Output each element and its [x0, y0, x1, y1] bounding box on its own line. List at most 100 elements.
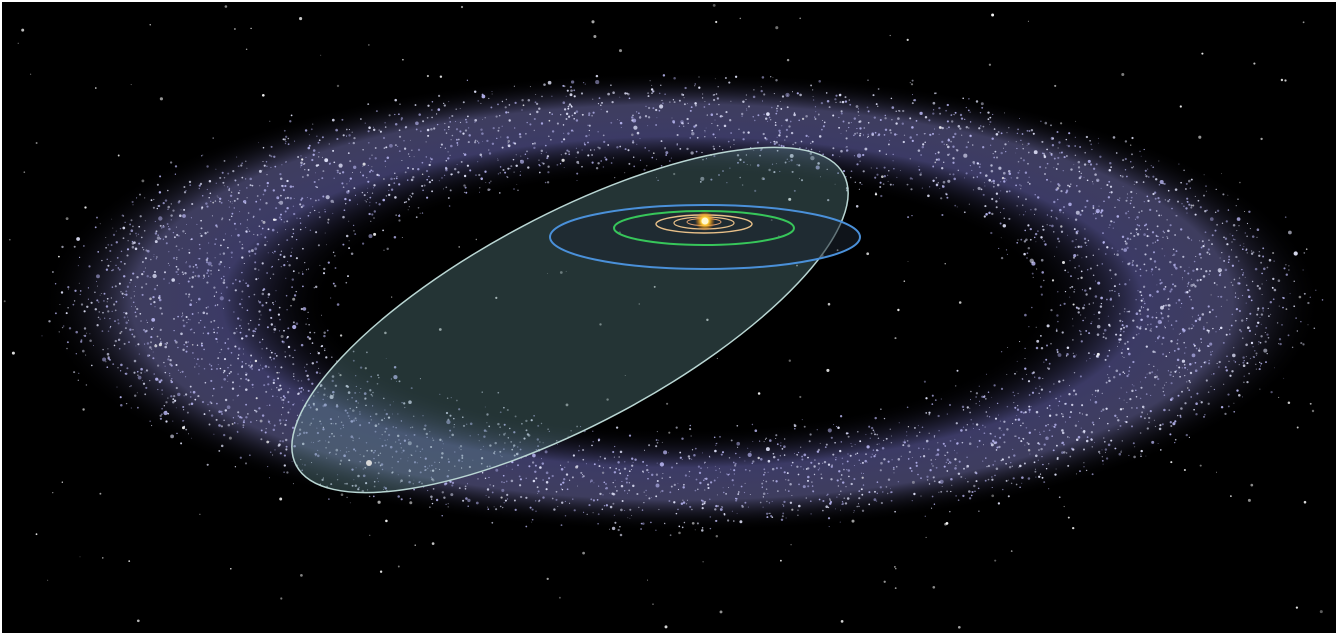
- belt-particle: [1130, 232, 1132, 235]
- belt-particle: [609, 505, 613, 509]
- star: [290, 305, 292, 307]
- belt-particle: [411, 192, 414, 195]
- belt-particle: [1119, 424, 1122, 427]
- belt-particle: [58, 331, 60, 333]
- belt-particle: [1143, 407, 1145, 409]
- belt-particle: [352, 359, 355, 362]
- belt-particle: [463, 191, 466, 193]
- belt-particle: [1204, 210, 1207, 213]
- belt-particle: [1187, 272, 1190, 275]
- star: [65, 217, 69, 221]
- belt-particle: [785, 92, 790, 98]
- star: [231, 191, 233, 193]
- belt-particle: [239, 223, 242, 225]
- belt-particle: [701, 97, 704, 99]
- belt-particle: [504, 442, 506, 444]
- belt-particle: [1053, 255, 1055, 257]
- belt-particle: [1130, 190, 1133, 194]
- belt-particle: [715, 519, 718, 522]
- belt-particle: [866, 445, 870, 449]
- belt-particle: [432, 439, 435, 442]
- belt-particle: [156, 256, 158, 258]
- belt-particle: [321, 478, 324, 482]
- belt-particle: [994, 460, 996, 462]
- belt-particle: [203, 274, 205, 277]
- star: [1295, 606, 1299, 609]
- belt-particle: [1256, 321, 1260, 325]
- belt-particle: [772, 452, 775, 455]
- belt-particle: [1050, 408, 1052, 410]
- belt-particle: [321, 136, 324, 139]
- belt-particle: [967, 481, 969, 483]
- belt-particle: [269, 120, 271, 122]
- belt-particle: [613, 471, 617, 474]
- belt-particle: [245, 362, 247, 365]
- belt-particle: [638, 116, 642, 119]
- belt-particle: [1260, 313, 1264, 316]
- star: [1309, 402, 1312, 405]
- belt-particle: [485, 430, 488, 433]
- belt-particle: [407, 457, 409, 459]
- star: [301, 158, 304, 161]
- belt-particle: [1224, 412, 1227, 416]
- belt-particle: [312, 418, 315, 420]
- belt-particle: [1119, 408, 1123, 411]
- belt-particle: [432, 488, 435, 490]
- belt-particle: [1159, 321, 1162, 324]
- belt-particle: [503, 481, 505, 484]
- belt-particle: [830, 436, 833, 439]
- belt-particle: [445, 166, 447, 169]
- star: [991, 494, 995, 498]
- belt-particle: [272, 378, 276, 382]
- belt-particle: [739, 176, 742, 179]
- belt-particle: [821, 128, 823, 131]
- belt-particle: [609, 492, 611, 494]
- belt-particle: [1096, 179, 1099, 182]
- belt-particle: [364, 199, 366, 201]
- belt-particle: [271, 265, 273, 268]
- star: [224, 5, 228, 8]
- belt-particle: [911, 456, 913, 458]
- belt-particle: [400, 420, 403, 422]
- belt-particle: [467, 498, 471, 503]
- belt-particle: [96, 285, 98, 287]
- belt-particle: [353, 165, 357, 169]
- belt-particle: [880, 194, 883, 198]
- belt-particle: [503, 448, 505, 450]
- belt-particle: [1079, 333, 1082, 336]
- star: [250, 27, 252, 30]
- belt-particle: [224, 398, 228, 402]
- belt-particle: [890, 97, 893, 100]
- belt-particle: [307, 389, 310, 392]
- belt-particle: [154, 270, 156, 273]
- belt-particle: [407, 153, 410, 155]
- belt-particle: [724, 76, 727, 80]
- belt-particle: [419, 471, 422, 474]
- belt-particle: [1190, 204, 1193, 207]
- belt-particle: [763, 113, 765, 116]
- belt-particle: [283, 221, 285, 223]
- belt-particle: [281, 164, 283, 166]
- belt-particle: [1131, 384, 1133, 386]
- belt-particle: [962, 494, 965, 498]
- belt-particle: [158, 296, 161, 300]
- belt-particle: [419, 212, 421, 214]
- belt-particle: [741, 112, 744, 116]
- belt-particle: [237, 165, 240, 168]
- belt-particle: [167, 412, 170, 415]
- belt-particle: [1189, 371, 1193, 375]
- belt-particle: [946, 451, 949, 454]
- belt-particle: [1108, 365, 1111, 368]
- belt-particle: [996, 183, 1000, 187]
- belt-particle: [269, 356, 272, 359]
- belt-particle: [1131, 389, 1134, 393]
- belt-particle: [1108, 349, 1111, 352]
- belt-particle: [955, 422, 958, 425]
- belt-particle: [136, 197, 138, 199]
- belt-particle: [1243, 381, 1245, 384]
- star: [988, 63, 992, 66]
- belt-particle: [569, 93, 573, 97]
- belt-particle: [1177, 298, 1181, 302]
- belt-particle: [260, 364, 261, 366]
- belt-particle: [285, 135, 288, 138]
